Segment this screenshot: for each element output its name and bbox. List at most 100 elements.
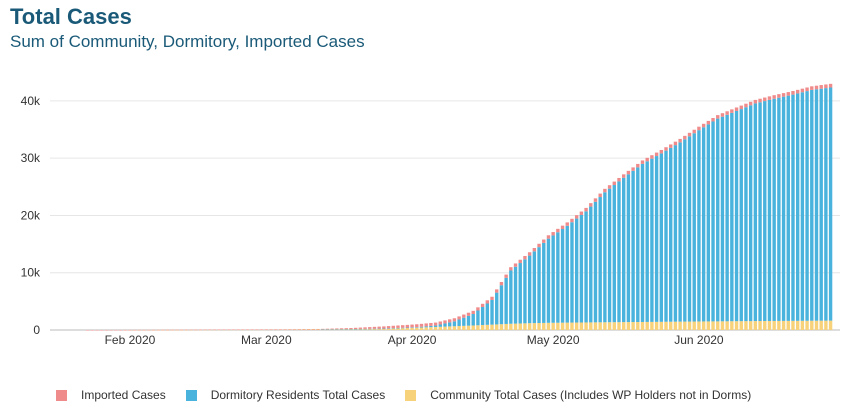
bar-imported (241, 329, 245, 330)
bar-imported (429, 322, 433, 326)
bar-dormitory (753, 103, 758, 322)
bar-community (777, 320, 781, 330)
legend-item-dormitory[interactable]: Dormitory Residents Total Cases (185, 388, 385, 402)
bar-dormitory (518, 263, 522, 324)
bar-imported (650, 155, 654, 159)
bar-community (683, 321, 687, 330)
bar-community (593, 322, 598, 330)
bar-imported (137, 329, 142, 331)
bar-imported (165, 329, 170, 331)
bar-imported (758, 98, 762, 103)
bar-imported (170, 329, 174, 331)
bar-dormitory (579, 214, 584, 323)
bar-community (419, 327, 424, 330)
bar-imported (810, 86, 814, 90)
bar-community (781, 320, 786, 330)
bar-community (363, 328, 367, 330)
bar-imported (189, 329, 193, 331)
bar-dormitory (626, 174, 631, 323)
bar-imported (659, 149, 664, 154)
bar-community (292, 329, 297, 330)
bar-community (678, 321, 682, 330)
bar-imported (452, 318, 457, 322)
bar-dormitory (720, 116, 725, 322)
bar-imported (339, 328, 344, 330)
bar-community (377, 328, 381, 330)
bar-dormitory (828, 87, 833, 321)
bar-imported (518, 259, 522, 264)
bar-imported (739, 105, 743, 110)
bar-imported (791, 91, 795, 95)
bar-dormitory (358, 328, 363, 330)
x-axis-ticks: Feb 2020 Mar 2020 Apr 2020 May 2020 Jun 2020 (105, 333, 724, 347)
bar-dormitory (692, 133, 696, 322)
bar-community (579, 322, 584, 330)
bar-imported (471, 310, 475, 315)
bar-community (659, 321, 664, 330)
bar-imported (640, 160, 645, 164)
bar-imported (645, 157, 649, 162)
bar-imported (100, 329, 104, 331)
bar-dormitory (758, 102, 762, 322)
bar-community (730, 321, 734, 330)
bar-community (382, 328, 386, 330)
bar-dormitory (589, 206, 593, 323)
bar-imported (781, 93, 786, 97)
bar-imported (109, 329, 113, 331)
bar-community (448, 326, 452, 330)
bar-imported (415, 324, 419, 328)
bar-imported (748, 101, 753, 106)
bar-imported (490, 296, 494, 300)
bar-imported (302, 329, 306, 330)
bar-community (814, 320, 819, 330)
legend-item-community[interactable]: Community Total Cases (Includes WP Holde… (405, 388, 751, 402)
bar-dormitory (683, 139, 687, 322)
legend-item-imported[interactable]: Imported Cases (56, 388, 166, 402)
bar-dormitory (800, 92, 805, 321)
bar-community (664, 321, 668, 330)
bar-dormitory (386, 328, 391, 329)
bar-community (603, 322, 607, 330)
bar-imported (419, 323, 424, 327)
bar-dormitory (527, 255, 532, 324)
bar-imported (175, 329, 179, 331)
bar-community (490, 324, 494, 330)
bar-community (607, 322, 612, 330)
bar-imported (316, 328, 320, 330)
bar-dormitory (405, 327, 410, 329)
y-tick-label: 0 (33, 323, 40, 337)
bar-imported (664, 147, 668, 151)
bar-imported (448, 319, 452, 323)
bar-imported (542, 239, 546, 243)
bar-dormitory (368, 328, 372, 330)
bar-dormitory (382, 328, 386, 330)
bar-dormitory (433, 325, 438, 327)
bar-dormitory (471, 314, 475, 326)
bar-imported (198, 329, 203, 331)
bar-dormitory (372, 328, 377, 330)
bar-imported (462, 314, 466, 318)
bar-imported (335, 328, 339, 330)
bar-imported (532, 248, 537, 252)
bar-community (810, 320, 814, 330)
bar-imported (147, 329, 151, 331)
bar-dormitory (734, 110, 739, 322)
bar-dormitory (636, 167, 640, 323)
bar-imported (222, 329, 226, 331)
legend-swatch-dormitory (185, 389, 197, 401)
bar-dormitory (730, 112, 734, 322)
bar-dormitory (810, 89, 814, 321)
bar-dormitory (739, 109, 743, 322)
bar-dormitory (448, 322, 452, 327)
bar-dormitory (457, 319, 461, 327)
bar-imported (574, 215, 579, 219)
bar-imported (556, 228, 560, 233)
bar-dormitory (565, 225, 569, 323)
bar-imported (212, 329, 217, 331)
bar-imported (673, 141, 678, 146)
bar-imported (344, 328, 348, 330)
bar-dormitory (349, 329, 353, 330)
stacked-bar-chart: 0 10k 20k 30k 40k Feb 2020 Mar 2020 Apr 2020 Ma… (21, 83, 840, 347)
x-tick-label: Feb 2020 (105, 333, 156, 347)
bar-community (424, 327, 428, 330)
